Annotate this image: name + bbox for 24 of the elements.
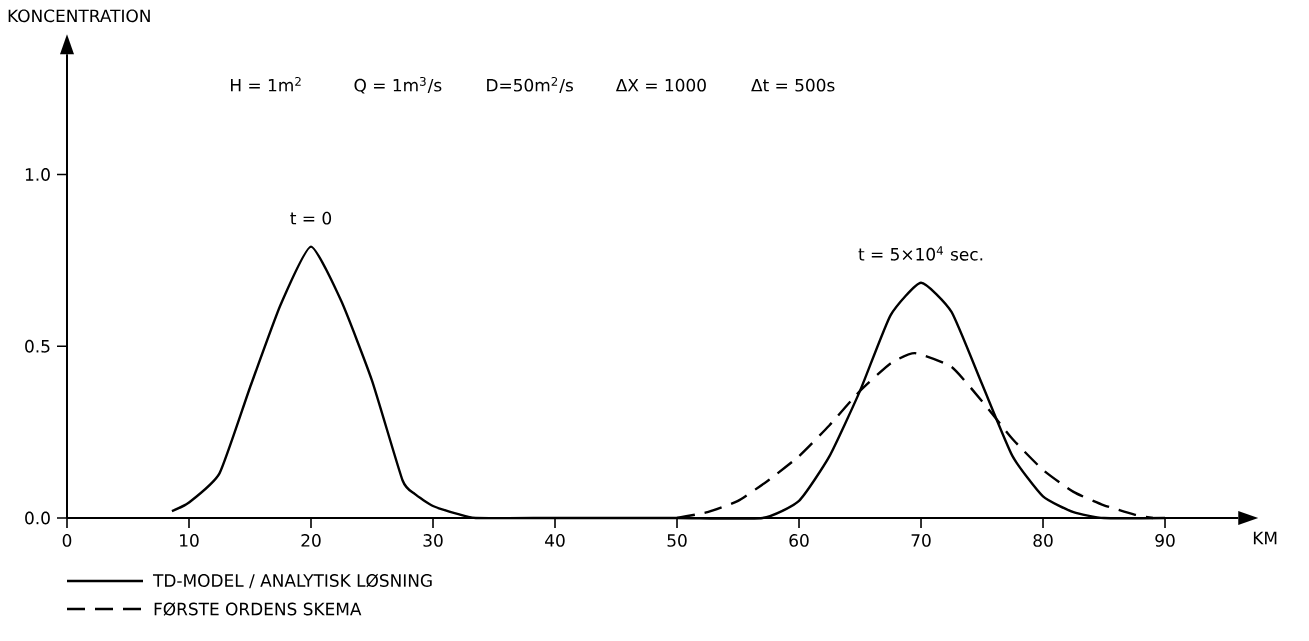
y-tick-label: 0.0	[25, 511, 50, 525]
x-tick-label: 60	[789, 534, 809, 547]
x-tick-label: 50	[667, 534, 687, 547]
x-tick-label: 20	[301, 534, 321, 547]
annotation: H = 1m$^{2}$	[231, 76, 301, 92]
annotation: t = 5×10$^{4}$ sec.	[858, 246, 983, 261]
x-tick-label: 30	[423, 534, 443, 547]
legend-label: TD-MODEL / ANALYTISK LØSNING	[152, 573, 432, 589]
annotation: t = 0	[290, 211, 332, 225]
y-axis-title: KONCENTRATION	[8, 9, 150, 23]
y-tick-label: 0.5	[25, 339, 50, 353]
x-tick-label: 70	[911, 534, 931, 547]
x-tick-label: 40	[545, 534, 565, 547]
x-tick-label: 10	[180, 534, 199, 547]
legend-label: FØRSTE ORDENS SKEMA	[154, 602, 362, 616]
x-tick-label: 90	[1155, 534, 1175, 547]
annotation: D=50m$^{2}$/s	[487, 76, 573, 93]
x-tick-label: 80	[1033, 534, 1053, 547]
annotation: Δt = 500s	[751, 78, 835, 92]
x-tick-label: 0	[62, 534, 72, 547]
x-axis-title: KM	[1253, 531, 1277, 545]
annotation: ΔX = 1000	[615, 78, 706, 92]
annotation: Q = 1m$^{3}$/s	[354, 76, 442, 94]
y-tick-label: 1.0	[25, 168, 50, 181]
